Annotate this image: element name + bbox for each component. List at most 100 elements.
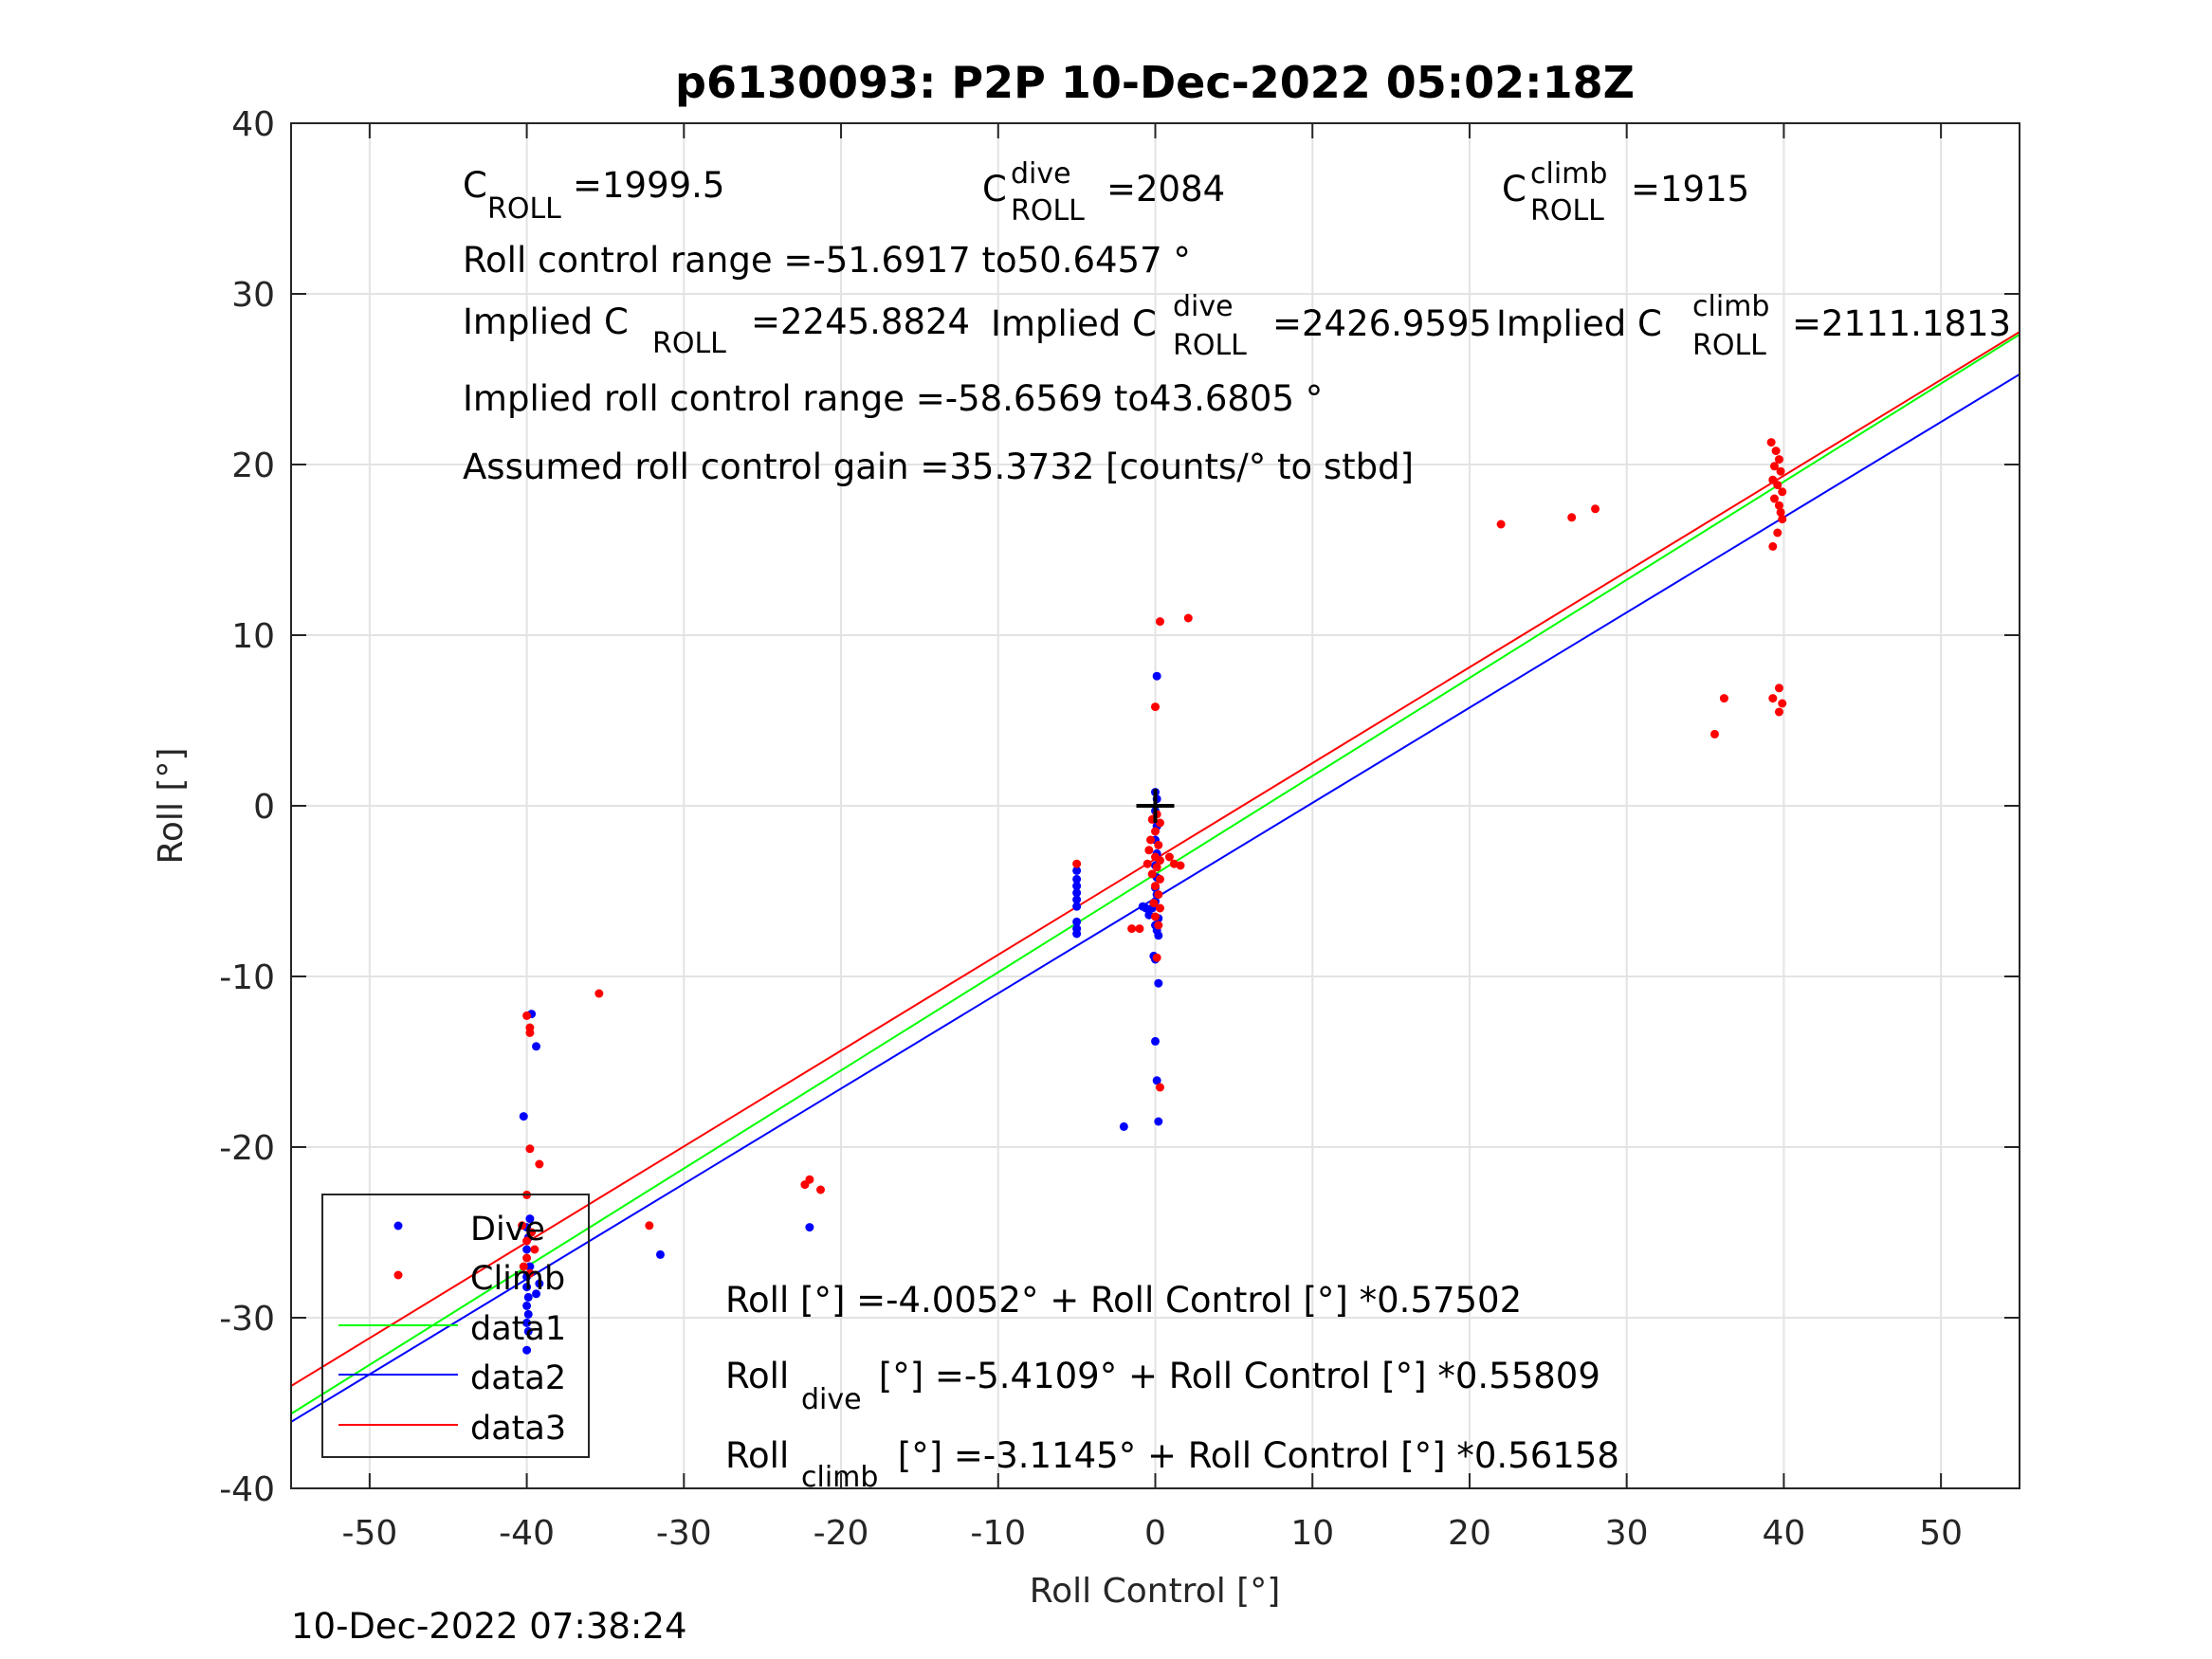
implied-c-roll-climb-value: =2111.1813 (1792, 303, 2011, 344)
data-point-climb (518, 1221, 527, 1231)
data-point-dive (522, 1301, 532, 1310)
data-point-dive (1072, 895, 1082, 904)
data-point-climb (1072, 859, 1082, 868)
data-point-climb (530, 1245, 539, 1254)
assumed-gain: Assumed roll control gain =35.3732 [coun… (463, 447, 1414, 487)
data-point-climb (1776, 507, 1785, 517)
data-point-climb (519, 1262, 528, 1271)
legend-label: data1 (470, 1310, 566, 1348)
implied-c-roll-sub: ROLL (652, 327, 726, 360)
data-point-climb (816, 1185, 826, 1194)
data-point-dive (523, 1309, 533, 1319)
data-point-climb (1147, 869, 1157, 879)
data-point-climb (1769, 494, 1779, 503)
data-point-dive (1154, 978, 1163, 988)
series-layer (291, 331, 2020, 1423)
implied-c-roll-annotation: Implied C ROLL =2245.8824 (463, 301, 970, 360)
data-point-climb (522, 1253, 532, 1263)
data-point-climb (522, 1236, 532, 1246)
data-point-dive (1072, 882, 1082, 891)
data-point-dive (523, 1326, 533, 1336)
roll-control-range: Roll control range =-51.6917 to50.6457 ° (463, 240, 1191, 281)
legend-label: data2 (470, 1359, 566, 1397)
legend-label: data3 (470, 1410, 566, 1448)
data-point-dive (805, 1223, 814, 1232)
data-point-climb (1183, 613, 1193, 623)
fit-equation-climb: Roll climb [°] =-3.1145° + Roll Control … (725, 1435, 1619, 1494)
implied-c-roll-climb-sup: climb (1692, 290, 1769, 323)
data-point-climb (527, 1228, 537, 1237)
implied-c-roll-value: =2245.8824 (751, 301, 970, 342)
data-point-climb (1591, 504, 1600, 514)
data-point-climb (1154, 840, 1163, 849)
data-point-dive (525, 1262, 535, 1271)
c-roll-climb-value: =1915 (1631, 169, 1749, 210)
data-point-dive (1152, 671, 1161, 681)
x-tick-label: -40 (499, 1514, 555, 1553)
chart-title: p6130093: P2P 10-Dec-2022 05:02:18Z (675, 57, 1635, 108)
y-axis-label: Roll [°] (152, 748, 191, 865)
data-point-dive (1072, 902, 1082, 911)
x-tick-label: 50 (1919, 1514, 1963, 1553)
c-roll-climb-base: C (1502, 169, 1526, 210)
data-point-climb (1143, 859, 1152, 868)
data-point-climb (535, 1159, 544, 1169)
data-point-dive (535, 1279, 544, 1288)
legend-item-data1[interactable]: data1 (338, 1310, 566, 1348)
data-point-climb (1774, 684, 1783, 693)
data-point-climb (1154, 890, 1163, 900)
data-point-climb (1567, 513, 1577, 522)
legend-item-data3[interactable]: data3 (338, 1410, 566, 1448)
implied-c-roll-base: Implied C (463, 301, 629, 342)
data-point-climb (1127, 924, 1137, 934)
c-roll-climb-sup: climb (1530, 157, 1607, 191)
data-point-climb (1149, 899, 1159, 908)
data-point-dive (1151, 1036, 1160, 1046)
implied-c-roll-dive-annotation: Implied C dive ROLL =2426.9595 (991, 290, 1491, 362)
data-point-climb (1768, 541, 1778, 551)
data-point-climb (522, 1011, 532, 1020)
legend-marker (393, 1221, 403, 1231)
data-point-climb (525, 1144, 535, 1154)
y-tick-label: -10 (219, 958, 275, 997)
data-point-climb (1155, 617, 1164, 627)
data-point-climb (525, 1028, 535, 1037)
data-point-dive (1119, 1121, 1128, 1131)
eq-climb-base: Roll (725, 1435, 789, 1476)
c-roll-climb-sub: ROLL (1530, 194, 1604, 228)
c-roll-dive-sub: ROLL (1011, 194, 1085, 228)
data-point-climb (1146, 835, 1156, 845)
data-point-climb (1155, 1083, 1164, 1092)
implied-c-roll-dive-value: =2426.9595 (1272, 303, 1491, 344)
data-point-climb (805, 1175, 814, 1184)
eq-climb-rest: [°] =-3.1145° + Roll Control [°] *0.5615… (887, 1435, 1619, 1476)
data-point-climb (1151, 912, 1160, 921)
legend[interactable]: Dive Climb data1 data2 data3 (321, 1194, 590, 1458)
data-point-climb (1151, 882, 1160, 891)
legend-item-dive[interactable]: Dive (393, 1211, 545, 1249)
data-point-climb (1164, 852, 1174, 862)
data-point-climb (1773, 481, 1782, 490)
data-point-dive (655, 1249, 665, 1259)
data-point-dive (1072, 917, 1082, 926)
data-point-climb (1778, 515, 1787, 524)
c-roll-annotation: C ROLL =1999.5 (463, 165, 724, 226)
data-point-climb (645, 1221, 654, 1231)
c-roll-sub: ROLL (487, 192, 561, 226)
x-tick-label: 20 (1448, 1514, 1491, 1553)
implied-c-roll-climb-sub: ROLL (1692, 329, 1766, 362)
data-point-climb (1771, 447, 1781, 456)
y-tick-label: 10 (231, 617, 275, 656)
y-tick-label: 40 (231, 105, 275, 144)
legend-item-data2[interactable]: data2 (338, 1359, 566, 1397)
data-point-dive (1138, 902, 1147, 911)
data-point-climb (1778, 487, 1787, 497)
data-point-climb (1778, 699, 1787, 708)
x-tick-label: -20 (814, 1514, 869, 1553)
y-tick-label: 0 (253, 788, 275, 827)
legend-item-climb[interactable]: Climb (393, 1260, 566, 1298)
eq-climb-sub: climb (801, 1461, 878, 1494)
data-point-climb (1766, 438, 1776, 447)
legend-label: Climb (470, 1260, 565, 1298)
